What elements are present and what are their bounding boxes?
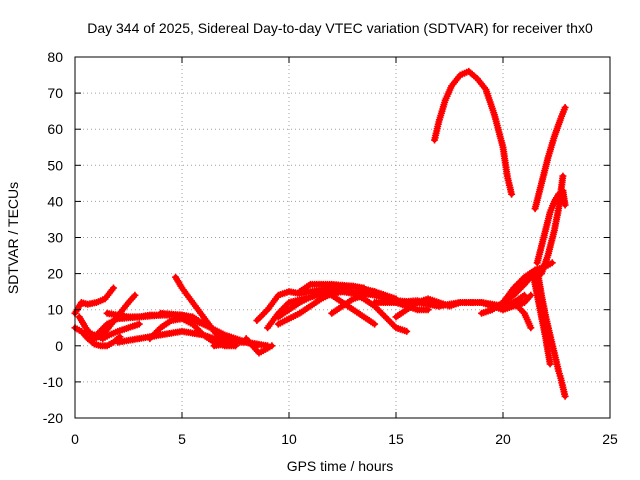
series-arc-28 <box>533 266 569 400</box>
series-arc-02 <box>71 324 124 350</box>
series-arc-25 <box>531 104 569 213</box>
y-tick-label: -20 <box>43 410 63 426</box>
series-arc-06 <box>103 309 165 321</box>
y-tick-label: 40 <box>47 193 63 209</box>
series-arc-18 <box>328 288 400 317</box>
data-series <box>71 67 569 400</box>
y-tick-label: 80 <box>47 49 63 65</box>
series-arc-21 <box>431 67 516 198</box>
x-axis-label: GPS time / hours <box>287 458 394 474</box>
series-arc-12 <box>242 335 276 357</box>
series-arc-29 <box>529 270 554 368</box>
chart-title: Day 344 of 2025, Sidereal Day-to-day VTE… <box>87 20 593 36</box>
x-tick-label: 20 <box>495 431 511 447</box>
y-tick-label: 10 <box>47 302 63 318</box>
x-tick-label: 10 <box>281 431 297 447</box>
y-tick-label: 60 <box>47 121 63 137</box>
x-tick-label: 0 <box>71 431 79 447</box>
y-tick-label: 0 <box>55 338 63 354</box>
series-markers <box>510 299 535 332</box>
series-markers <box>533 266 569 400</box>
series-arc-24 <box>510 299 535 332</box>
series-markers <box>103 309 165 321</box>
series-markers <box>328 288 400 317</box>
x-tick-label: 25 <box>602 431 618 447</box>
series-markers <box>529 270 554 368</box>
x-tick-label: 5 <box>178 431 186 447</box>
x-tick-label: 15 <box>388 431 404 447</box>
series-arc-11 <box>210 338 272 350</box>
series-markers <box>531 104 569 213</box>
y-tick-label: -10 <box>43 374 63 390</box>
y-axis-label: SDTVAR / TECUs <box>5 182 21 294</box>
series-markers <box>242 335 276 357</box>
y-tick-label: 20 <box>47 266 63 282</box>
series-arc-15 <box>274 288 411 335</box>
series-markers <box>431 67 516 198</box>
axis-ticks: 0 5 10 15 20 25 -20 -10 0 10 20 30 40 50 60 70 80 <box>43 49 618 447</box>
series-markers <box>274 288 411 335</box>
y-tick-label: 30 <box>47 230 63 246</box>
y-tick-label: 70 <box>47 85 63 101</box>
grid <box>75 57 610 418</box>
y-tick-label: 50 <box>47 157 63 173</box>
